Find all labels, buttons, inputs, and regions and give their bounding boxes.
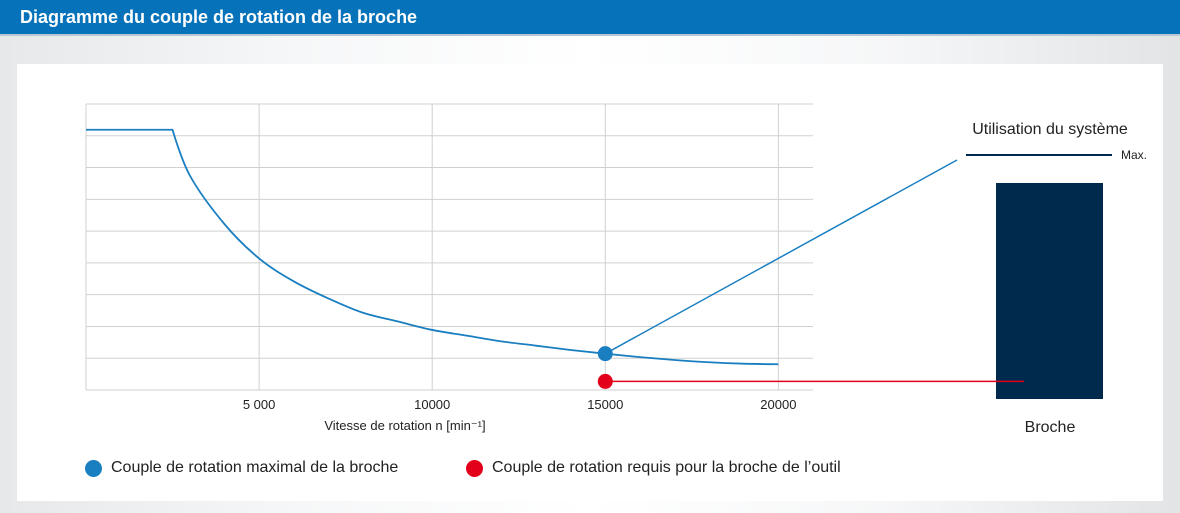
required-torque-point (597, 373, 613, 389)
legend-marker-red (466, 459, 483, 477)
x-tick-label: 5 000 (243, 397, 276, 412)
max-torque-point (597, 346, 613, 362)
spindle-bar-label: Broche (1025, 419, 1076, 436)
chart-panel (17, 64, 1163, 501)
max-level-label: Max. (1121, 148, 1147, 162)
system-usage-title: Utilisation du système (972, 121, 1128, 138)
x-tick-label: 10000 (414, 397, 450, 412)
header-divider (0, 34, 1180, 36)
x-tick-label: 20000 (760, 397, 796, 412)
chart-grid (85, 103, 813, 391)
page-title: Diagramme du couple de rotation de la br… (20, 7, 418, 27)
legend-label: Couple de rotation maximal de la broche (111, 459, 399, 476)
max-torque-connector (604, 159, 958, 355)
x-axis-label: Vitesse de rotation n [min⁻¹] (324, 418, 485, 433)
spindle-usage-bar (996, 183, 1103, 399)
max-torque-curve (86, 128, 779, 366)
page-header: Diagramme du couple de rotation de la br… (0, 0, 1180, 34)
legend-item-max: Couple de rotation maximal de la broche (85, 458, 398, 478)
legend-item-required: Couple de rotation requis pour la broche… (466, 458, 841, 478)
legend-label: Couple de rotation requis pour la broche… (492, 459, 841, 476)
x-tick-label: 15000 (587, 397, 623, 412)
x-axis-ticks: 5 000 10000 15000 20000 (243, 397, 797, 412)
legend-marker-blue (85, 459, 102, 477)
